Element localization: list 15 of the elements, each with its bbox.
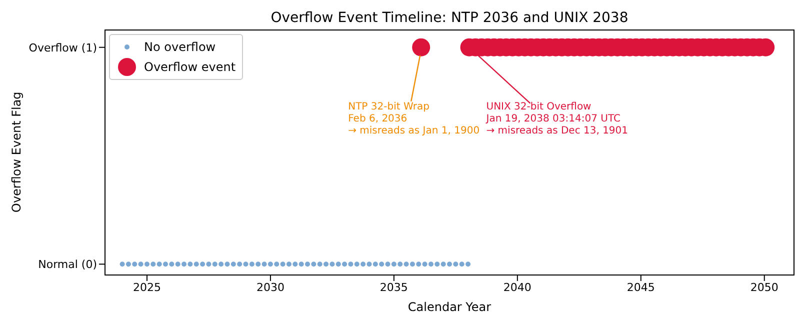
x-tick-label: 2030	[256, 280, 284, 294]
x-axis-title: Calendar Year	[408, 300, 492, 314]
annotation: UNIX 32-bit Overflow Jan 19, 2038 03:14:07 UTC → misreads as Dec 13, 1901	[485, 101, 628, 136]
x-tick-label: 2040	[503, 280, 532, 294]
x-tick-label: 2045	[626, 280, 655, 294]
chart-title: Overflow Event Timeline: NTP 2036 and UNIX 2038	[270, 10, 628, 26]
x-tick-label: 2050	[750, 280, 778, 294]
annotation: NTP 32-bit Wrap Feb 6, 2036 → misreads as Jan 1, 1900	[348, 101, 480, 136]
x-tick-label: 2035	[380, 280, 408, 294]
y-tick-label: Normal (0)	[38, 258, 97, 272]
legend-label: Overflow event	[144, 60, 236, 74]
legend-label: No overflow	[144, 40, 216, 54]
y-tick-label: Overflow (1)	[28, 41, 97, 54]
x-tick-label: 2025	[132, 280, 161, 294]
y-axis-title: Overflow Event Flag	[9, 92, 24, 212]
